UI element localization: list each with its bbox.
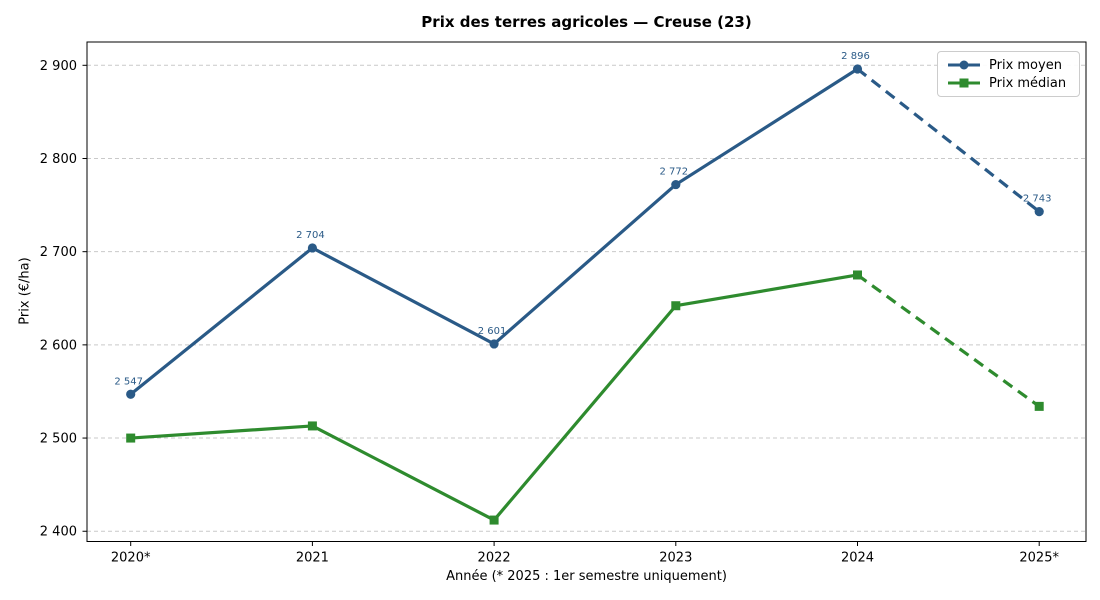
prix-median-line-dashed	[856, 273, 1041, 408]
point-label: 2 704	[296, 230, 325, 241]
x-tick-label: 2025*	[1019, 551, 1059, 566]
prix-median-point	[489, 515, 499, 525]
chart-title: Prix des terres agricoles — Creuse (23)	[421, 13, 752, 31]
prix-median-point	[671, 301, 681, 311]
prix-median-point	[307, 421, 317, 431]
legend-line-circle-icon	[948, 60, 980, 70]
y-tick-label: 2 400	[40, 525, 77, 540]
prix-moyen-line-dashed	[856, 67, 1041, 213]
legend: Prix moyen Prix médian	[937, 51, 1080, 97]
prix-median-point	[853, 270, 862, 280]
point-label: 2 547	[114, 376, 143, 387]
y-tick-label: 2 900	[40, 59, 77, 74]
prix-moyen-point	[489, 339, 499, 349]
x-tick-label: 2021	[296, 551, 329, 566]
x-axis-label: Année (* 2025 : 1er semestre uniquement)	[446, 569, 727, 584]
y-axis-label: Prix (€/ha)	[17, 257, 33, 325]
x-tick-label: 2020*	[111, 551, 151, 566]
legend-label: Prix moyen	[989, 57, 1062, 73]
legend-item-prix-moyen: Prix moyen	[946, 56, 1071, 74]
prix-median-point	[1034, 401, 1044, 411]
prix-moyen-point	[1034, 207, 1044, 217]
x-tick-label: 2022	[478, 551, 511, 566]
prix-median-point	[126, 433, 136, 443]
plot-frame	[86, 41, 1087, 542]
legend-line-square-icon	[948, 78, 980, 88]
point-label: 2 743	[1023, 194, 1052, 205]
y-tick-label: 2 700	[40, 245, 77, 260]
y-tick-label: 2 800	[40, 152, 77, 167]
point-label: 2 601	[478, 326, 507, 337]
x-tick-label: 2023	[659, 551, 692, 566]
prix-moyen-point	[852, 64, 863, 74]
x-tick-label: 2024	[841, 551, 874, 566]
prix-median-line	[129, 273, 860, 522]
legend-label: Prix médian	[989, 75, 1067, 91]
prix-moyen-point	[126, 389, 136, 399]
point-label: 2 772	[659, 167, 688, 178]
point-label: 2 896	[841, 51, 870, 62]
prix-moyen-point	[671, 179, 681, 190]
legend-circle-marker	[959, 60, 969, 70]
y-tick-label: 2 600	[40, 338, 77, 353]
y-tick-label: 2 500	[40, 432, 77, 447]
legend-square-marker	[959, 78, 969, 88]
legend-item-prix-median: Prix médian	[946, 74, 1071, 92]
prix-moyen-point	[307, 243, 317, 253]
